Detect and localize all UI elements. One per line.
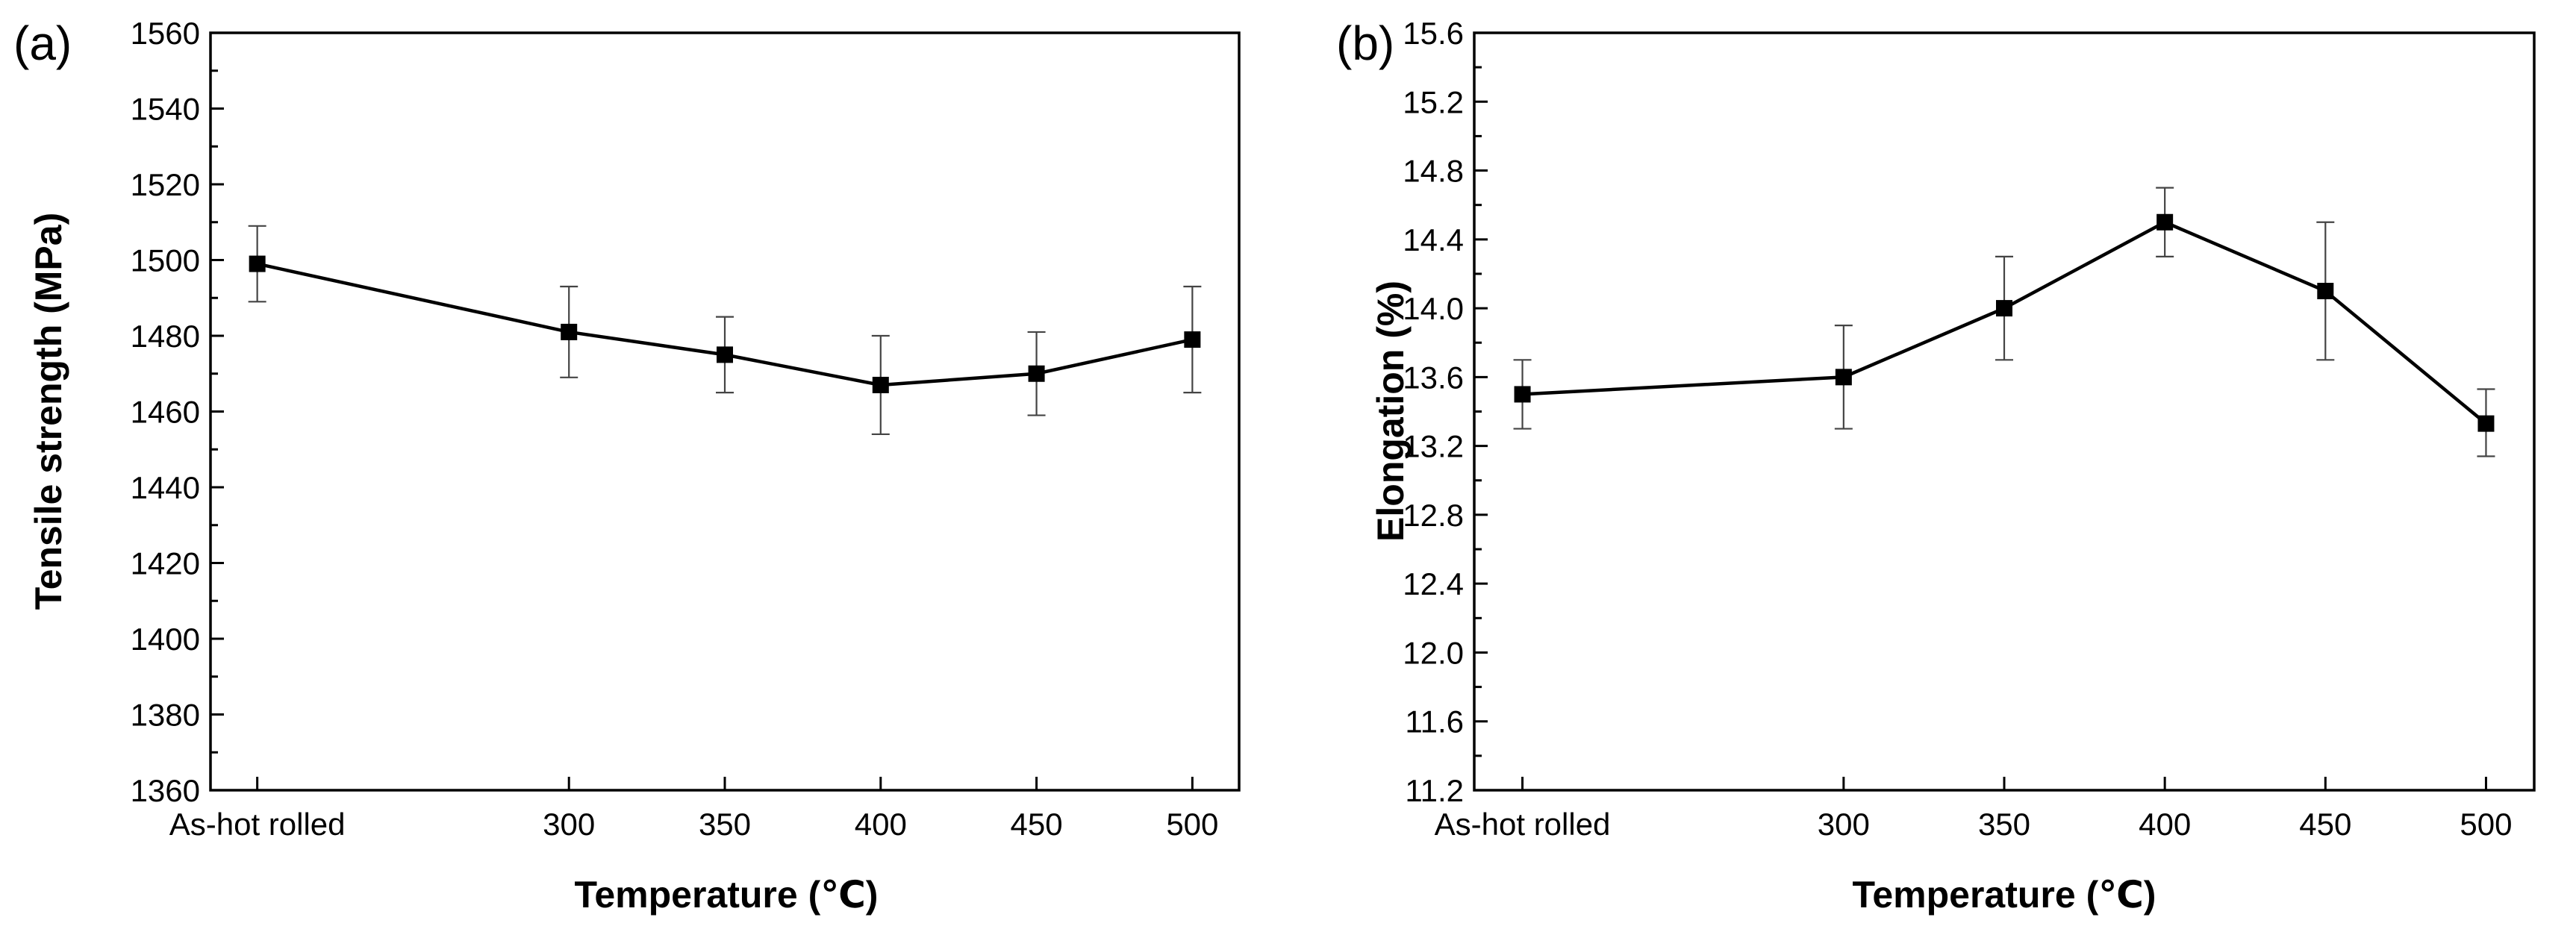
y-tick-label: 1540: [131, 92, 200, 127]
panel-label-b: (b): [1336, 16, 1394, 70]
series-line-tensile-strength: [257, 262, 1193, 387]
x-tick-label: 500: [2460, 807, 2512, 842]
data-point: [1835, 369, 1852, 386]
data-markers: [1514, 213, 2495, 432]
data-point: [1028, 365, 1045, 382]
x-tick-label: 450: [2299, 807, 2351, 842]
y-tick-label: 1500: [131, 243, 200, 278]
y-tick-label: 1380: [131, 698, 200, 733]
y-axis-ticks: 1360 1380 1400 1420 1440 1460 1480 1500 1520 1540…: [131, 16, 224, 808]
x-tick-label: 400: [2139, 807, 2191, 842]
x-tick-label: 450: [1011, 807, 1063, 842]
x-axis-title: Temperature (℃): [575, 874, 879, 916]
y-tick-label: 1400: [131, 622, 200, 657]
y-tick-label: 12.8: [1403, 498, 1464, 533]
x-tick-label: 300: [1818, 807, 1870, 842]
y-tick-label: 1360: [131, 773, 200, 808]
y-tick-label: 15.2: [1403, 84, 1464, 119]
y-axis-title: Elongation (%): [1370, 281, 1412, 542]
data-point: [2156, 213, 2174, 231]
y-tick-label: 11.2: [1405, 773, 1464, 808]
data-point: [717, 346, 733, 363]
y-tick-label: 12.4: [1403, 566, 1464, 601]
plot-frame: [209, 31, 1241, 792]
y-axis-title: Tensile strength (MPa): [28, 213, 69, 610]
data-point: [561, 323, 578, 340]
x-tick-label: As-hot rolled: [169, 807, 346, 842]
y-tick-label: 1480: [131, 319, 200, 354]
data-point: [2477, 415, 2495, 432]
y-axis-ticks: 11.2 11.6 12.0 12.4 12.8 13.2 13.6 14.0 14.4 14.8…: [1403, 16, 1488, 808]
y-tick-label: 15.6: [1403, 16, 1464, 51]
x-tick-label: 350: [1978, 807, 2030, 842]
data-point: [1514, 386, 1531, 403]
x-axis-ticks: As-hot rolled 300 350 400 450 500: [1435, 777, 2512, 842]
y-tick-label: 1440: [131, 470, 200, 505]
error-bars: [248, 225, 1202, 436]
data-point: [1996, 300, 2012, 317]
x-tick-label: 400: [855, 807, 907, 842]
x-axis-title: Temperature (℃): [1853, 874, 2156, 916]
data-point: [1184, 331, 1201, 348]
tensile-strength-chart: (a) 1360 1380 1400 1420 1440 1460 1480 1500 1520…: [13, 16, 1241, 916]
y-tick-label: 12.0: [1403, 635, 1464, 670]
x-axis-ticks: As-hot rolled 300 350 400 450 500: [169, 777, 1218, 842]
y-tick-label: 1420: [131, 546, 200, 581]
elongation-chart: (b) 11.2 11.6 12.0 12.4 12.8 13.2 13.6 14.0 14.4…: [1336, 16, 2536, 916]
y-tick-label: 14.4: [1403, 222, 1464, 257]
y-tick-label: 14.8: [1403, 154, 1464, 189]
y-tick-label: 14.0: [1403, 291, 1464, 326]
y-tick-label: 13.6: [1403, 360, 1464, 395]
x-tick-label: As-hot rolled: [1435, 807, 1611, 842]
panel-label-a: (a): [13, 16, 72, 70]
x-tick-label: 300: [543, 807, 595, 842]
error-bars: [1513, 187, 2495, 457]
y-tick-label: 11.6: [1405, 704, 1464, 739]
data-markers: [249, 255, 1201, 393]
plot-frame: [1473, 31, 2536, 792]
x-tick-label: 350: [699, 807, 751, 842]
y-tick-label: 1560: [131, 16, 200, 51]
y-tick-label: 13.2: [1403, 429, 1464, 464]
y-tick-label: 1520: [131, 167, 200, 202]
data-point: [872, 376, 889, 393]
series-line-elongation: [1522, 220, 2487, 425]
x-tick-label: 500: [1166, 807, 1218, 842]
y-tick-label: 1460: [131, 395, 200, 430]
data-point: [249, 255, 266, 272]
data-point: [2317, 283, 2334, 300]
